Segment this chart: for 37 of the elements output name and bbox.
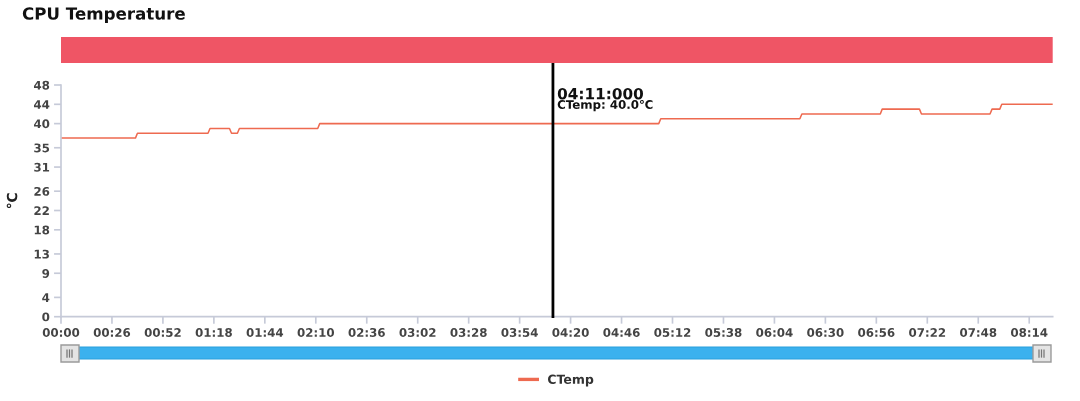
- y-tick-label: 13: [34, 249, 49, 259]
- y-tick-label: 18: [34, 225, 50, 235]
- y-tick-label: 48: [33, 80, 50, 90]
- legend-label: CTemp: [547, 374, 594, 387]
- x-tick-label: 06:04: [756, 328, 793, 337]
- x-tick-label: 03:28: [450, 328, 487, 337]
- x-tick-label: 06:30: [807, 328, 844, 337]
- y-tick-label: 44: [33, 100, 50, 109]
- y-tick-label: 22: [34, 206, 49, 215]
- y-tick-label: 40: [33, 119, 50, 129]
- x-tick-label: 00:00: [42, 328, 80, 337]
- x-tick-label: 02:10: [297, 328, 335, 337]
- x-tick-label: 00:26: [93, 328, 131, 337]
- x-tick-label: 03:02: [399, 328, 436, 337]
- x-tick-label: 00:52: [144, 328, 181, 337]
- x-tick-label: 01:44: [246, 328, 284, 337]
- x-tick-label: 03:54: [501, 328, 538, 337]
- x-tick-label: 05:38: [705, 328, 742, 337]
- y-tick-label: 26: [34, 186, 50, 196]
- x-tick-label: 04:46: [603, 328, 640, 337]
- x-tick-label: 05:12: [654, 328, 691, 337]
- chart-title: CPU Temperature: [22, 7, 185, 24]
- y-tick-label: 4: [42, 293, 50, 302]
- annotation: CTemp: 40.0℃: [557, 99, 653, 112]
- y-tick-label: 0: [42, 312, 50, 322]
- y-tick-label: 35: [34, 143, 50, 153]
- ref-line-label: 04:11:000: [557, 87, 644, 100]
- y-axis-title: ℃: [6, 193, 18, 209]
- x-tick-label: 02:36: [348, 328, 385, 337]
- x-tick-label: 08:14: [1010, 328, 1048, 337]
- x-tick-label: 01:18: [195, 328, 232, 337]
- x-tick-label: 06:56: [858, 328, 895, 337]
- x-tick-label: 04:20: [552, 328, 589, 337]
- x-tick-label: 07:22: [909, 328, 946, 337]
- x-tick-label: 07:48: [960, 328, 997, 337]
- y-tick-label: 31: [34, 162, 50, 172]
- y-tick-label: 9: [42, 268, 50, 278]
